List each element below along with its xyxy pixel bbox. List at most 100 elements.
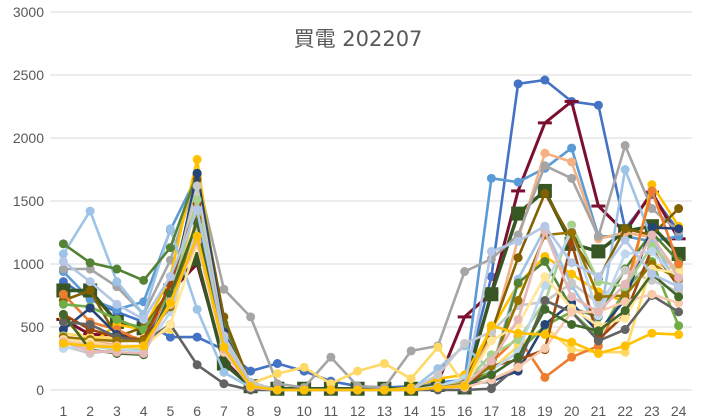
data-point (620, 291, 630, 300)
data-point (484, 287, 499, 302)
data-point (58, 264, 68, 274)
data-point (674, 292, 684, 302)
data-point (379, 385, 389, 395)
data-point (85, 341, 95, 351)
data-point (219, 367, 229, 377)
data-point (219, 284, 229, 294)
data-point (139, 325, 149, 335)
data-point (85, 319, 95, 329)
data-point (379, 359, 389, 369)
data-point (567, 258, 577, 268)
y-tick-label: 1000 (13, 256, 44, 272)
x-tick-label: 10 (296, 403, 312, 419)
data-point (486, 384, 496, 394)
data-point (591, 244, 606, 259)
data-point (593, 100, 603, 110)
chart-title: 買電 202207 (294, 27, 423, 51)
data-point (165, 272, 175, 282)
data-point (567, 292, 577, 302)
data-point (620, 249, 630, 259)
data-point (246, 312, 256, 322)
data-point (513, 253, 523, 263)
x-tick-label: 22 (617, 403, 633, 419)
data-point (513, 314, 523, 324)
x-tick-label: 23 (644, 403, 660, 419)
data-point (85, 285, 95, 295)
data-point (406, 374, 416, 384)
data-point (486, 370, 496, 380)
data-point (513, 278, 523, 288)
data-point (85, 264, 95, 274)
data-point (513, 328, 523, 338)
data-point (674, 321, 684, 331)
data-point (647, 186, 657, 196)
data-point (593, 272, 603, 282)
data-point (620, 341, 630, 351)
data-point (85, 303, 95, 313)
data-point (486, 356, 496, 366)
data-point (460, 267, 470, 277)
data-point (647, 246, 657, 256)
data-point (406, 385, 416, 395)
data-point (112, 342, 122, 352)
data-point (567, 220, 577, 230)
data-point (593, 348, 603, 358)
data-point (540, 221, 550, 231)
data-point (620, 306, 630, 316)
data-point (192, 181, 202, 191)
data-point (647, 230, 657, 240)
data-point (513, 79, 523, 89)
data-point (85, 206, 95, 216)
data-point (219, 342, 229, 352)
y-tick-label: 0 (36, 382, 44, 398)
data-point (567, 337, 577, 347)
data-point (460, 338, 470, 348)
data-point (567, 157, 577, 167)
data-point (58, 299, 68, 309)
data-point (620, 165, 630, 174)
data-point (620, 141, 630, 151)
x-tick-label: 16 (457, 403, 473, 419)
data-point (674, 330, 684, 340)
data-point (511, 206, 526, 221)
data-point (647, 289, 657, 299)
data-point (192, 195, 202, 205)
data-point (165, 243, 175, 253)
data-point (58, 317, 68, 327)
data-point (674, 307, 684, 317)
data-point (192, 154, 202, 164)
data-point (513, 230, 523, 240)
x-tick-label: 12 (350, 403, 366, 419)
data-point (540, 343, 550, 353)
data-point (567, 352, 577, 362)
data-point (165, 319, 175, 329)
data-point (353, 366, 363, 376)
y-tick-label: 2500 (13, 67, 44, 83)
data-point (246, 381, 256, 391)
data-point (593, 231, 603, 241)
y-tick-label: 1500 (13, 193, 44, 209)
x-tick-label: 8 (247, 403, 255, 419)
data-point (567, 173, 577, 183)
data-point (272, 379, 282, 389)
data-point (567, 307, 577, 317)
data-point (620, 279, 630, 289)
data-point (486, 321, 496, 331)
data-point (58, 239, 68, 249)
data-point (433, 370, 443, 380)
data-point (272, 385, 282, 395)
data-point (58, 309, 68, 319)
data-point (326, 379, 336, 389)
data-point (674, 224, 684, 234)
x-tick-label: 3 (113, 403, 121, 419)
data-point (620, 347, 630, 357)
data-point (674, 298, 684, 308)
x-tick-label: 14 (403, 403, 419, 419)
data-point (299, 362, 309, 372)
series-group (56, 75, 686, 396)
data-point (540, 148, 550, 158)
y-tick-label: 500 (21, 319, 45, 335)
data-point (647, 222, 657, 232)
data-point (647, 328, 657, 338)
data-point (567, 345, 577, 355)
